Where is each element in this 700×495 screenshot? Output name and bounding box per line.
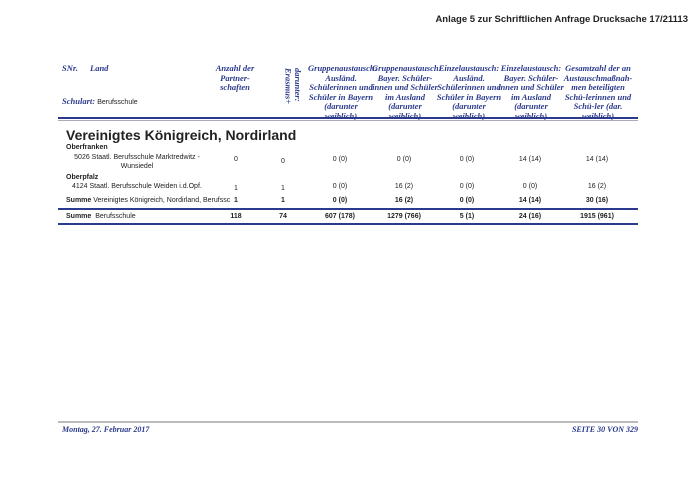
table-cell: 0 (0) [459, 197, 475, 204]
header-divider-thin [58, 120, 638, 121]
table-cell: 0 (0) [522, 183, 538, 190]
school-name: 4124 Staatl. Berufsschule Weiden i.d.Opf… [72, 183, 202, 190]
col-header-gruppe-ausland: Gruppenaustausch: Bayer. Schüler-innen u… [372, 63, 442, 121]
school-name: 5026 Staatl. Berufsschule Marktredwitz -… [74, 154, 200, 170]
table-cell: 5 (1) [459, 213, 475, 220]
table-cell: 0 (0) [332, 183, 348, 190]
table-cell: 1 [281, 185, 285, 192]
table-cell: 14 (14) [518, 156, 542, 163]
schulart-value: Berufsschule [97, 99, 138, 106]
col-header-partnerschaften: Anzahl der Partner-schaften [215, 63, 255, 92]
table-cell: 0 (0) [396, 156, 412, 163]
table-cell: 0 (0) [332, 156, 348, 163]
land-header: Land [90, 63, 109, 73]
schulart-header: Schulart: Berufsschule [62, 96, 138, 108]
table-cell: 118 [230, 213, 242, 220]
table-cell: 607 (178) [325, 213, 355, 220]
table-bottom-line [58, 223, 638, 225]
table-cell: 74 [279, 213, 287, 220]
sum-country-text: Vereinigtes Königreich, Nordirland, Beru… [93, 197, 231, 204]
table-cell: 24 (16) [518, 213, 542, 220]
table-cell: 16 (2) [587, 183, 607, 190]
table-cell: 1915 (961) [580, 213, 614, 220]
table-cell: 0 (0) [332, 197, 348, 204]
col-header-einzel-in-bayern: Einzelaustausch: Ausländ. Schülerinnen u… [436, 63, 502, 121]
sum-total-text: Berufsschule [95, 213, 136, 220]
header-divider [58, 117, 638, 119]
schulart-label: Schulart: [62, 96, 96, 106]
table-cell: 1 [281, 197, 285, 204]
table-cell: 0 [234, 156, 238, 163]
table-cell: 0 (0) [459, 156, 475, 163]
table-cell: 1 [234, 185, 238, 192]
table-cell: 16 (2) [394, 197, 414, 204]
sum-country-label: Summe Vereinigtes Königreich, Nordirland… [66, 197, 230, 204]
sum-divider [58, 208, 638, 210]
footer-page: SEITE 30 VON 329 [571, 425, 638, 434]
table-cell: 0 [281, 158, 285, 165]
table-cell: 30 (16) [585, 197, 609, 204]
country-title: Vereinigtes Königreich, Nordirland [66, 127, 297, 143]
region-heading: Oberpfalz [66, 174, 99, 181]
col-header-einzel-ausland: Einzelaustausch: Bayer. Schüler-innen un… [498, 63, 564, 121]
table-cell: 1 [234, 197, 238, 204]
table-cell: 14 (14) [585, 156, 609, 163]
table-cell: 16 (2) [394, 183, 414, 190]
snr-header: SNr. [62, 63, 78, 73]
table-cell: 14 (14) [518, 197, 542, 204]
sum-total-label: Summe Berufsschule [66, 213, 136, 220]
sum-keyword: Summe [66, 197, 92, 204]
page-header: Anlage 5 zur Schriftlichen Anfrage Druck… [435, 14, 688, 25]
sum-keyword: Summe [66, 213, 92, 220]
region-heading: Oberfranken [66, 144, 108, 151]
footer-date: Montag, 27. Februar 2017 [62, 425, 150, 434]
footer-divider [58, 421, 638, 423]
col-header-erasmus: darunter: Erasmus+ [283, 68, 304, 105]
col-header-gesamt: Gesamtzahl der an Austauschmaßnah-men be… [563, 63, 633, 121]
col-header-gruppe-in-bayern: Gruppenaustausch: Ausländ. Schülerinnen … [308, 63, 378, 121]
table-cell: 1279 (766) [387, 213, 421, 220]
table-cell: 0 (0) [459, 183, 475, 190]
